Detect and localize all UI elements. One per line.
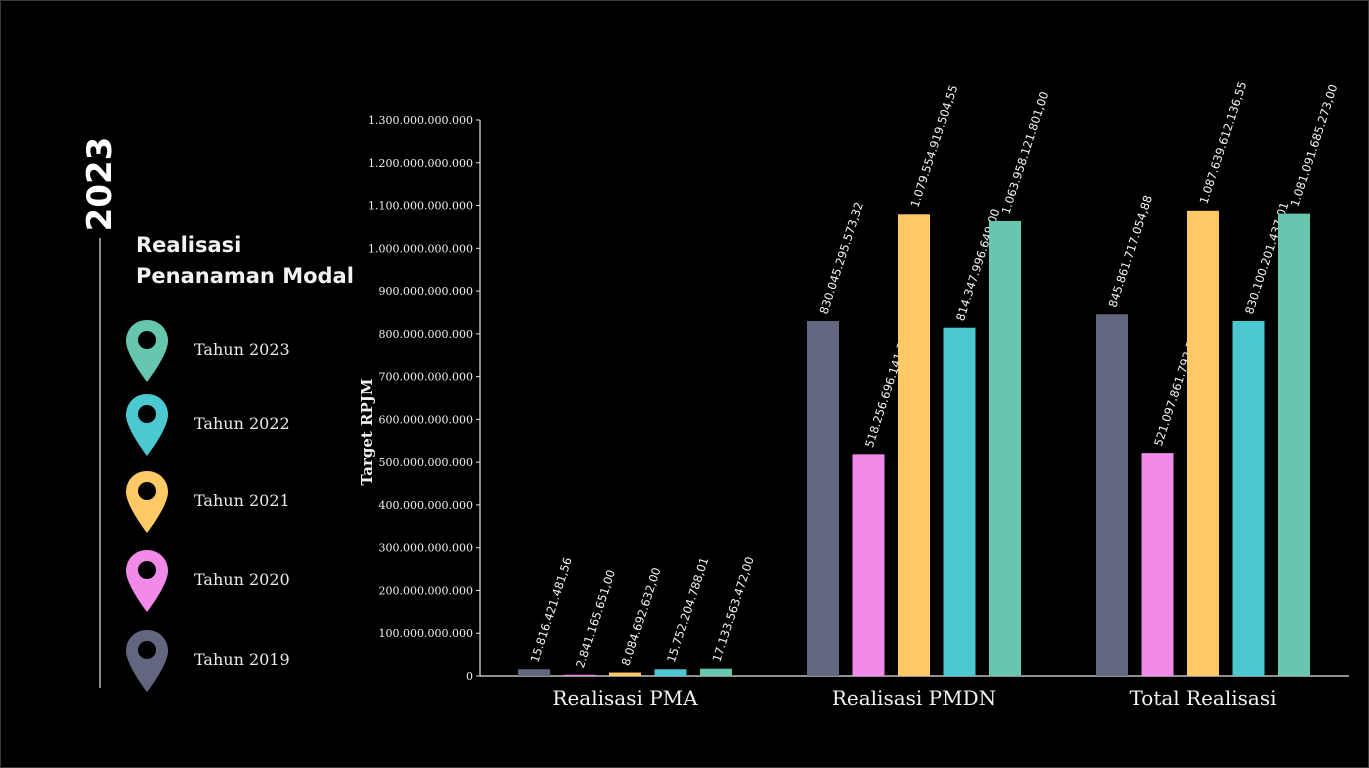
data-label: 15.752.204.788,01	[664, 555, 711, 664]
y-tick-label: 600.000.000.000	[379, 413, 473, 426]
x-tick-label: Total Realisasi	[1129, 686, 1276, 710]
y-tick-label: 1.300.000.000.000	[368, 114, 473, 127]
bar	[1096, 314, 1128, 676]
legend-label-2022: Tahun 2022	[194, 414, 290, 433]
bar	[1232, 320, 1265, 676]
data-label: 17.133.563.472,00	[710, 555, 757, 664]
bar	[898, 214, 930, 677]
map-pin-icon	[126, 320, 168, 382]
x-tick-label: Realisasi PMDN	[832, 686, 996, 710]
legend-item-2022: Tahun 2022	[126, 394, 356, 456]
legend-item-2023: Tahun 2023	[126, 320, 356, 382]
y-tick-label: 700.000.000.000	[379, 371, 473, 384]
y-tick-label: 300.000.000.000	[379, 542, 473, 555]
bar	[1141, 453, 1174, 676]
legend-label-2021: Tahun 2021	[194, 491, 290, 510]
data-label: 845.861.717.054,88	[1106, 193, 1155, 309]
data-label: 1.063.958.121.801,00	[999, 90, 1052, 216]
legend-item-2020: Tahun 2020	[126, 550, 356, 612]
bar	[563, 674, 596, 676]
legend-label-2023: Tahun 2023	[194, 340, 290, 359]
y-tick-label: 200.000.000.000	[379, 584, 473, 597]
legend-title-line2: Penanaman Modal	[136, 264, 354, 288]
bar	[807, 320, 839, 676]
bar	[852, 454, 885, 676]
bar	[518, 669, 550, 676]
y-tick-label: 1.000.000.000.000	[368, 242, 473, 255]
data-label: 15.816.421.481,56	[528, 555, 575, 664]
y-tick-label: 900.000.000.000	[379, 285, 473, 298]
legend-title: Realisasi Penanaman Modal	[136, 230, 354, 292]
data-label: 2.841.165.651,00	[573, 568, 618, 670]
timeline-line	[99, 238, 101, 688]
y-axis-label: Target RPJM	[358, 379, 376, 486]
y-tick-label: 0	[466, 670, 473, 683]
bar	[700, 668, 732, 676]
y-tick-label: 1.100.000.000.000	[368, 200, 473, 213]
bar	[654, 669, 687, 676]
legend-item-2021: Tahun 2021	[126, 471, 356, 533]
data-label: 8.084.692.632,00	[619, 566, 664, 668]
data-label: 830.045.295.573,32	[817, 200, 866, 316]
legend-title-line1: Realisasi	[136, 233, 242, 257]
bar	[989, 220, 1021, 676]
legend-item-2019: Tahun 2019	[126, 630, 356, 692]
data-label: 1.081.091.685.273,00	[1288, 82, 1341, 208]
legend-label-2019: Tahun 2019	[194, 650, 290, 669]
y-tick-label: 1.200.000.000.000	[368, 157, 473, 170]
map-pin-icon	[126, 471, 168, 533]
bar	[1278, 213, 1310, 676]
y-tick-label: 100.000.000.000	[379, 627, 473, 640]
bar	[943, 327, 976, 676]
y-tick-label: 400.000.000.000	[379, 499, 473, 512]
bar	[1187, 210, 1219, 677]
legend-label-2020: Tahun 2020	[194, 570, 290, 589]
data-label: 1.087.639.612.136,55	[1197, 80, 1250, 206]
map-pin-icon	[126, 630, 168, 692]
map-pin-icon	[126, 550, 168, 612]
x-tick-label: Realisasi PMA	[552, 686, 698, 710]
data-label: 1.079.554.919.504,55	[908, 83, 961, 209]
y-tick-label: 800.000.000.000	[379, 328, 473, 341]
map-pin-icon	[126, 394, 168, 456]
y-tick-label: 500.000.000.000	[379, 456, 473, 469]
bar	[609, 672, 641, 676]
